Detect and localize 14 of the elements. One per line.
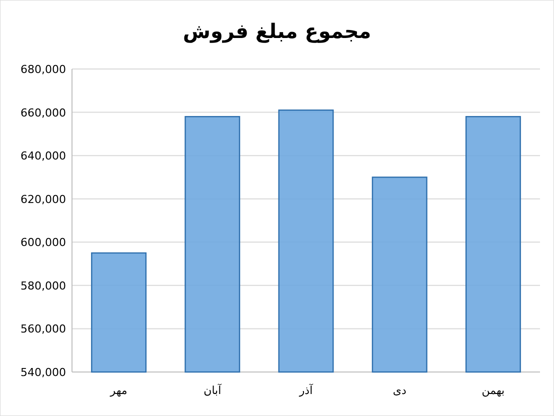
y-tick-label: 620,000 xyxy=(20,192,66,206)
x-tick-label: بهمن xyxy=(482,384,505,397)
y-tick-label: 580,000 xyxy=(20,279,66,292)
x-tick-label: دی xyxy=(392,384,406,397)
y-tick-label: 560,000 xyxy=(20,322,66,336)
y-tick-label: 680,000 xyxy=(20,63,66,76)
y-tick-label: 640,000 xyxy=(20,150,66,163)
x-tick-label: آذر xyxy=(298,383,314,397)
x-tick-label: مهر xyxy=(109,384,128,397)
x-tick-label: آبان xyxy=(204,383,222,397)
y-tick-label: 660,000 xyxy=(20,106,66,120)
y-tick-label: 600,000 xyxy=(20,236,66,250)
chart-title: مجموع مبلغ فروش xyxy=(182,19,372,43)
y-tick-label: 540,000 xyxy=(20,366,66,379)
